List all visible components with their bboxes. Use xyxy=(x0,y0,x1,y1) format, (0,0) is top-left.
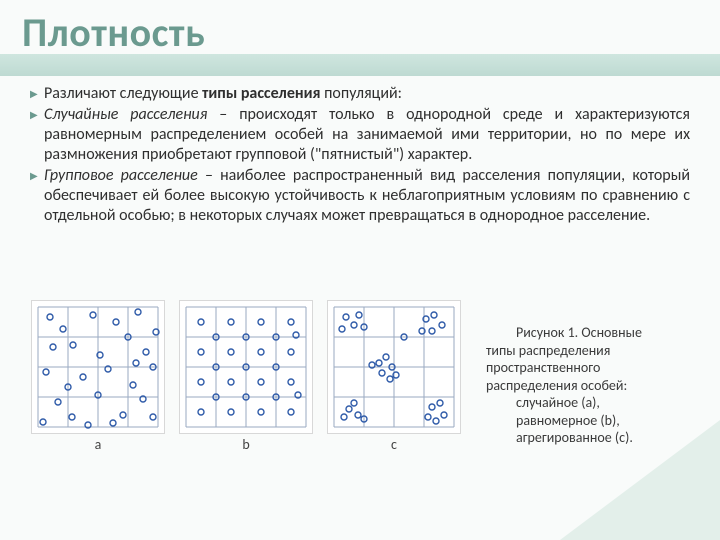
figure-distribution: a b c xyxy=(28,300,478,500)
slide: Плотность ▶ Различают следующие типы рас… xyxy=(0,0,720,540)
accent-bar xyxy=(0,54,720,76)
caption-line: распределения особей: xyxy=(486,377,700,395)
body-text: ▶ Различают следующие типы расселения по… xyxy=(30,84,690,227)
bullet-marker-icon: ▶ xyxy=(30,166,44,186)
caption-item: случайное (a), xyxy=(486,394,700,412)
caption-line: типы распределения xyxy=(486,342,700,360)
caption-line: пространственного xyxy=(486,359,700,377)
bullet-marker-icon: ▶ xyxy=(30,84,44,104)
bullet-marker-icon: ▶ xyxy=(30,105,44,125)
caption-item: агрегированное (c). xyxy=(486,429,700,447)
scatter-panel-c: c xyxy=(324,300,464,453)
panel-label: b xyxy=(242,436,249,453)
bullet-intro: ▶ Различают следующие типы расселения по… xyxy=(30,84,690,104)
caption-lead: Рисунок 1. Основные xyxy=(486,324,700,342)
bullet-intro-suffix: популяций: xyxy=(320,84,401,103)
bullet-intro-bold: типы расселения xyxy=(202,84,320,103)
bullet-random-term: Случайные расселения xyxy=(44,105,207,124)
panel-label: c xyxy=(391,436,397,453)
scatter-panel-a: a xyxy=(28,300,168,453)
figure-caption: Рисунок 1. Основные типы распределения п… xyxy=(486,324,700,447)
bullet-intro-prefix: Различают следующие xyxy=(44,84,202,103)
panel-label: a xyxy=(95,436,102,453)
bullet-group: ▶ Групповое расселение – наиболее распро… xyxy=(30,166,690,226)
bullet-random: ▶ Случайные расселения – происходят толь… xyxy=(30,105,690,165)
bullet-group-term: Групповое расселение xyxy=(44,166,198,185)
caption-item: равномерное (b), xyxy=(486,412,700,430)
scatter-panel-b: b xyxy=(176,300,316,453)
slide-title: Плотность xyxy=(22,8,205,57)
